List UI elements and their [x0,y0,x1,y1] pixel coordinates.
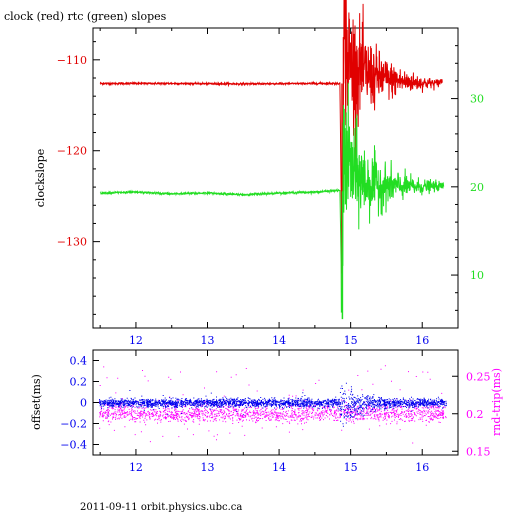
x-tick-label: 14 [272,334,286,347]
x-tick-label: 14 [272,461,286,474]
y2-tick-label: 0.2 [466,408,484,421]
x-tick-label: 15 [344,461,358,474]
top-x-ticks: 12 13 14 15 16 [99,28,429,347]
y2-tick-label: 10 [470,269,484,282]
y-tick-label: −120 [57,145,87,158]
y-tick-label: −110 [57,54,87,67]
y2-tick-label: 30 [470,93,484,106]
clock-line [99,0,443,300]
top-right-ticks: 10 20 30 [451,45,484,311]
bottom-y2-axis-label: rnd-trip(ms) [490,368,503,436]
bottom-right-ticks: 0.25 0.2 0.15 [452,370,491,458]
y-tick-label: −0.2 [60,418,87,431]
bottom-x-ticks: 12 13 14 15 16 [99,350,429,474]
x-tick-label: 15 [344,334,358,347]
offset-scatter [99,382,447,427]
y2-tick-label: 0.25 [466,370,491,383]
x-tick-label: 13 [201,461,215,474]
footer-caption: 2011-09-11 orbit.physics.ubc.ca [80,502,242,512]
bottom-panel: 0.4 0.2 0 −0.2 −0.4 0.25 0.2 0.15 12 13 14 15 16 o… [30,349,503,474]
clock-series [99,0,443,300]
bottom-left-ticks: 0.4 0.2 0 −0.2 −0.4 [60,355,99,452]
bottom-y-axis-label: offset(ms) [30,374,43,430]
top-left-ticks: −110 −120 −130 [57,41,100,315]
y-tick-label: 0 [80,397,87,410]
top-panel: −110 −120 −130 10 20 30 12 13 14 15 16 clockslop… [34,0,484,347]
y-tick-label: −0.4 [60,439,87,452]
offset-points [99,382,447,427]
x-tick-label: 16 [415,334,429,347]
x-tick-label: 16 [415,461,429,474]
rtc-line [99,82,445,313]
y2-tick-label: 20 [470,181,484,194]
x-tick-label: 13 [201,334,215,347]
top-y-axis-label: clockslope [34,149,47,207]
rtc-series [99,82,445,320]
x-tick-label: 12 [129,461,143,474]
y-tick-label: 0.2 [70,376,88,389]
y2-tick-label: 0.15 [466,445,491,458]
y-tick-label: 0.4 [70,355,88,368]
chart-title: clock (red) rtc (green) slopes [4,10,167,23]
top-plot-frame [92,27,459,329]
x-tick-label: 12 [129,334,143,347]
y-tick-label: −130 [57,236,87,249]
